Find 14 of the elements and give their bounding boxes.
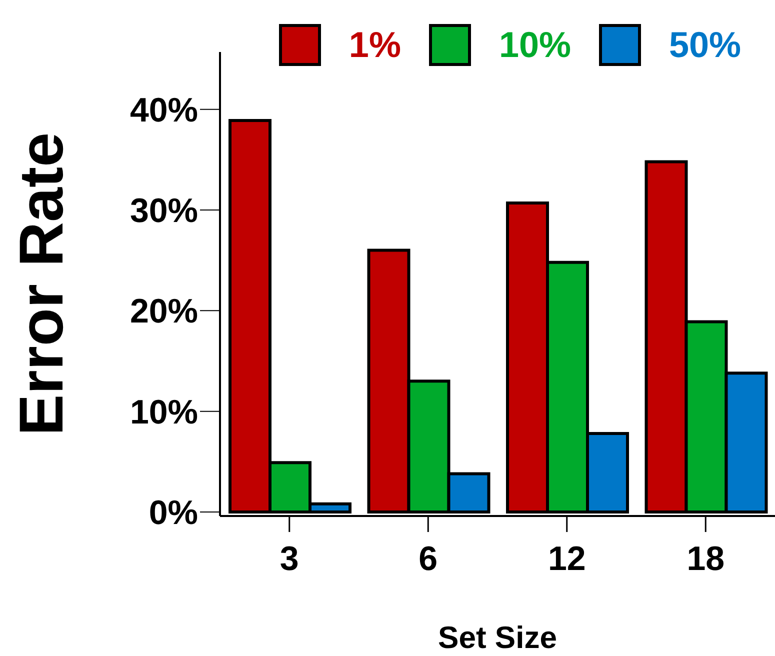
legend-label: 50%	[669, 24, 742, 66]
legend-label: 10%	[498, 24, 572, 66]
x-axis-title: Set Size	[438, 620, 557, 655]
y-axis-title: Error Rate	[8, 132, 76, 436]
legend-label: 1%	[348, 24, 401, 66]
y-tick-label: 30%	[130, 192, 198, 230]
x-tick-label: 18	[686, 540, 725, 578]
y-tick-label: 40%	[130, 91, 198, 130]
x-tick-label: 6	[418, 540, 438, 578]
y-tick-label: 10%	[130, 393, 198, 432]
y-tick-label: 20%	[130, 292, 198, 331]
x-tick-label: 3	[280, 540, 299, 578]
y-tick-label: 0%	[148, 494, 198, 532]
x-tick-label: 12	[548, 540, 586, 578]
